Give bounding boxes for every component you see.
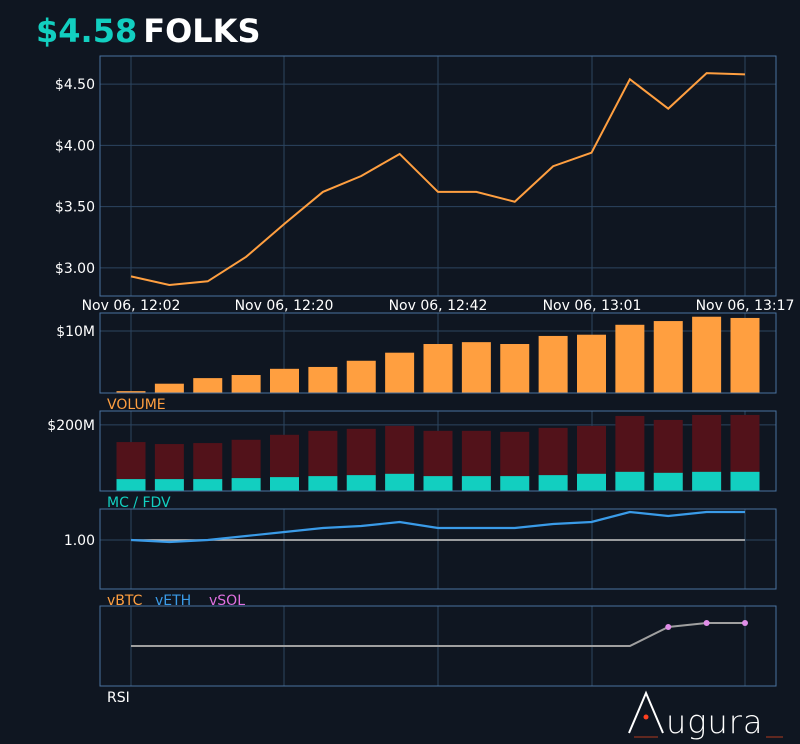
ratio-line xyxy=(130,510,745,544)
current-price: $4.58 xyxy=(36,12,138,50)
mc-bar xyxy=(538,475,568,491)
mc-bar xyxy=(116,479,146,491)
y-tick-label: $10M xyxy=(56,324,95,340)
vsol-label: vSOL xyxy=(209,593,245,609)
volume-label: VOLUME xyxy=(107,397,166,413)
y-tick-label: $4.50 xyxy=(55,77,95,93)
mc-bar xyxy=(423,476,453,491)
volume-bar xyxy=(346,360,376,393)
volume-bar xyxy=(615,324,645,393)
mc-bar xyxy=(615,471,645,491)
y-tick-label: 1.00 xyxy=(64,533,95,549)
rsi-point xyxy=(742,619,748,626)
x-tick-label: Nov 06, 12:20 xyxy=(235,298,334,314)
y-tick-label: $3.50 xyxy=(55,200,95,216)
volume-bar xyxy=(423,344,453,393)
logo-text: ugura xyxy=(666,703,764,741)
y-tick-label: $4.00 xyxy=(55,138,95,154)
veth-label: vETH xyxy=(155,593,191,609)
mc-bar xyxy=(308,476,338,491)
rsi-label: RSI xyxy=(107,690,130,706)
volume-bar xyxy=(270,368,299,393)
volume-bar xyxy=(653,321,683,393)
page-title: $4.58 FOLKS xyxy=(36,12,261,50)
mc-bar xyxy=(730,471,760,491)
volume-bar xyxy=(538,335,568,393)
mc-bar xyxy=(231,478,261,491)
x-tick-label: Nov 06, 13:01 xyxy=(543,298,642,314)
volume-bar xyxy=(308,366,338,393)
price-line xyxy=(130,72,746,286)
token-symbol: FOLKS xyxy=(143,12,261,50)
mc-bar xyxy=(500,476,530,491)
volume-bar xyxy=(500,344,530,393)
volume-bar xyxy=(116,391,146,393)
vbtc-label: vBTC xyxy=(107,593,143,609)
volume-bar xyxy=(231,375,261,393)
volume-bar xyxy=(730,317,760,393)
volume-bar xyxy=(193,378,223,393)
mc-bar xyxy=(346,475,376,491)
panel-frame xyxy=(99,312,777,394)
logo-dot-icon xyxy=(643,714,649,720)
volume-bar xyxy=(577,334,606,393)
mc-bar xyxy=(154,479,184,491)
mc-bar xyxy=(385,473,415,491)
mc-bar xyxy=(577,473,606,491)
mc-bar xyxy=(653,472,683,491)
mc-bar xyxy=(193,479,223,491)
panel-frame xyxy=(99,508,777,590)
volume-bar xyxy=(385,352,415,393)
rsi-point xyxy=(703,619,710,626)
panel-frame xyxy=(99,605,777,687)
mc-bar xyxy=(270,477,299,491)
panel-frame xyxy=(99,410,777,492)
rsi-point xyxy=(665,623,672,630)
logo-a-icon xyxy=(628,690,664,734)
mc-fdv-label: MC / FDV xyxy=(107,495,171,511)
x-tick-label: Nov 06, 12:02 xyxy=(82,298,181,314)
mc-bar xyxy=(461,476,491,491)
x-tick-label: Nov 06, 13:17 xyxy=(696,298,795,314)
panel-frame xyxy=(99,55,777,297)
y-tick-label: $200M xyxy=(47,418,95,434)
rsi-line xyxy=(131,621,745,647)
volume-bar xyxy=(154,383,184,393)
y-tick-label: $3.00 xyxy=(55,261,95,277)
mc-bar xyxy=(692,471,722,491)
x-tick-label: Nov 06, 12:42 xyxy=(389,298,488,314)
volume-bar xyxy=(461,342,491,393)
volume-bar xyxy=(692,316,722,393)
